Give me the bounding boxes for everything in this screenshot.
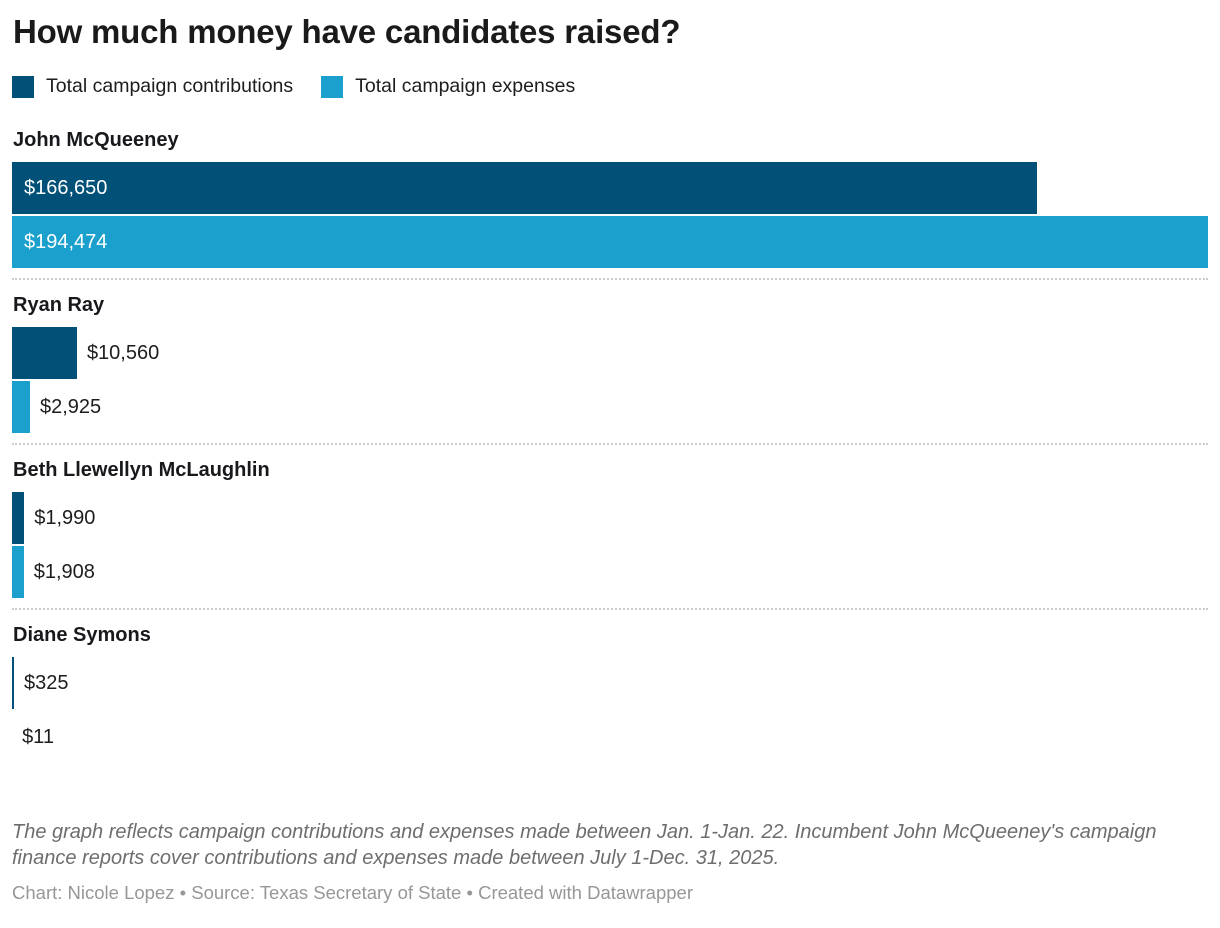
- bar-row: $166,650: [12, 161, 1208, 214]
- candidate-name: John McQueeney: [13, 128, 179, 151]
- candidate-section: Diane Symons $325 $11: [12, 607, 1208, 773]
- bar-contributions: [12, 656, 14, 709]
- legend-label-expenses: Total campaign expenses: [355, 74, 576, 97]
- value-label: $1,990: [34, 506, 96, 529]
- candidate-name: Ryan Ray: [13, 293, 105, 316]
- value-label: $166,650: [24, 176, 108, 199]
- candidate-name: Beth Llewellyn McLaughlin: [13, 458, 270, 481]
- bar-row: $1,990: [12, 491, 1208, 544]
- bar-contributions: [12, 326, 77, 379]
- bar-row: $1,908: [12, 545, 1208, 598]
- bar-row: $325: [12, 656, 1208, 709]
- chart-footnote: The graph reflects campaign contribution…: [12, 820, 1157, 870]
- value-label: $325: [23, 671, 69, 694]
- candidate-section: Ryan Ray $10,560 $2,925: [12, 277, 1208, 443]
- bar-contributions: [12, 491, 25, 544]
- legend-swatch-expenses: [321, 75, 344, 98]
- legend-swatch-contributions: [12, 75, 34, 98]
- candidate-name: Diane Symons: [13, 623, 151, 646]
- value-label: $10,560: [86, 341, 160, 364]
- chart-page: How much money have candidates raised? T…: [12, 13, 1208, 903]
- value-label: $11: [22, 725, 54, 748]
- bar-row: $2,925: [12, 380, 1208, 433]
- bar-row: $194,474: [12, 215, 1208, 268]
- bar-expenses: [12, 545, 24, 598]
- value-label: $2,925: [39, 395, 102, 418]
- legend-item-expenses: Total campaign expenses: [321, 74, 576, 98]
- candidate-section: John McQueeney $166,650 $194,474: [12, 129, 1208, 278]
- bar-row: $11: [12, 710, 1208, 763]
- legend: Total campaign contributions Total campa…: [12, 74, 1208, 98]
- legend-item-contributions: Total campaign contributions: [12, 74, 294, 98]
- bar-row: $10,560: [12, 326, 1208, 379]
- value-label: $1,908: [33, 560, 95, 583]
- chart-credit: Chart: Nicole Lopez • Source: Texas Secr…: [12, 881, 693, 903]
- bar-chart: John McQueeney $166,650 $194,474 Ryan Ray $1…: [12, 129, 1208, 773]
- legend-label-contributions: Total campaign contributions: [46, 74, 294, 97]
- bar-expenses: $194,474: [12, 215, 1208, 268]
- candidate-section: Beth Llewellyn McLaughlin $1,990 $1,908: [12, 442, 1208, 608]
- bar-contributions: $166,650: [12, 161, 1037, 214]
- value-label: $194,474: [24, 230, 108, 253]
- chart-title: How much money have candidates raised?: [13, 13, 681, 50]
- bar-expenses: [12, 380, 30, 433]
